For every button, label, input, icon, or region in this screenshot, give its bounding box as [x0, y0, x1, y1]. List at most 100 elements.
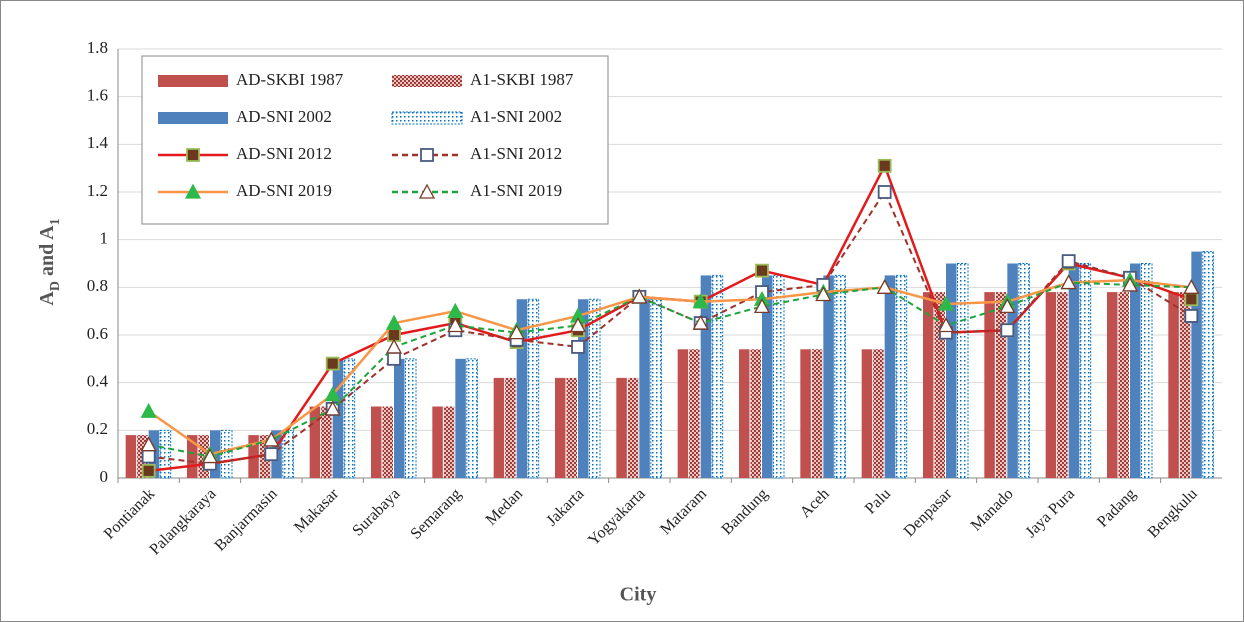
marker [877, 158, 892, 173]
bar [566, 377, 577, 478]
bar [187, 435, 198, 478]
marker [140, 402, 157, 418]
bar [578, 299, 589, 478]
y-tick-label: 1.6 [87, 86, 108, 105]
marker [186, 148, 200, 162]
bar [432, 406, 443, 478]
bar [834, 274, 846, 479]
y-tick-label: 1.8 [87, 38, 108, 57]
bar [332, 358, 344, 478]
bar [1068, 263, 1080, 478]
bar [762, 275, 773, 478]
marker [1183, 278, 1200, 294]
marker [418, 183, 436, 199]
marker [385, 338, 403, 354]
marker [141, 449, 156, 464]
bar [382, 406, 393, 478]
bar [677, 349, 689, 478]
bar [1079, 263, 1092, 479]
bar [800, 349, 811, 478]
marker [877, 185, 892, 199]
bar [934, 292, 945, 478]
y-tick-label: 0.4 [87, 372, 109, 391]
bar [309, 406, 321, 478]
bar [455, 358, 466, 478]
marker [1061, 254, 1076, 269]
bar [739, 349, 750, 478]
bar [957, 263, 969, 479]
line [148, 281, 1192, 458]
legend: AD-SKBI 1987 A1-SKBI 1987 AD-SNI 2002 A1-SN… [141, 55, 609, 225]
line [147, 278, 1192, 456]
marker [1184, 309, 1199, 323]
bar [616, 377, 627, 478]
y-tick-label: 1.4 [87, 133, 109, 152]
marker [184, 183, 202, 199]
bar [811, 349, 823, 478]
legend-swatch [158, 75, 228, 87]
bar [527, 298, 540, 479]
legend-swatch [158, 112, 228, 124]
bar [282, 429, 294, 479]
y-tick-label: 0.6 [87, 324, 108, 343]
bar [493, 377, 505, 478]
legend-label: AD-SNI 2012 [236, 144, 332, 163]
bar [466, 358, 478, 479]
y-tick-label: 0.8 [87, 276, 108, 295]
legend-swatch [392, 75, 462, 87]
bar [1045, 292, 1057, 478]
y-label-part: and A [36, 225, 58, 281]
marker [1121, 276, 1139, 292]
marker [385, 314, 403, 330]
bar [125, 435, 137, 478]
marker [140, 436, 157, 452]
marker [937, 317, 955, 333]
legend-label: AD-SNI 2002 [236, 107, 332, 126]
y-axis-title: AD and A1 [36, 218, 63, 305]
bar [589, 298, 601, 479]
marker [569, 317, 587, 333]
bar [627, 377, 639, 478]
bar [1202, 251, 1214, 479]
marker [631, 288, 648, 304]
bar [750, 349, 761, 478]
y-tick-label: 0.2 [87, 419, 108, 438]
bar [443, 406, 455, 478]
bar [884, 275, 896, 478]
marker [753, 298, 771, 314]
marker [815, 286, 832, 302]
marker [325, 356, 340, 371]
bar [555, 377, 566, 478]
marker [447, 317, 464, 333]
marker [937, 295, 955, 311]
marker [571, 340, 585, 354]
y-tick-label: 0 [100, 467, 109, 486]
y-label-part: 1 [48, 218, 63, 225]
marker [692, 314, 709, 330]
legend-label: A1-SKBI 1987 [470, 70, 574, 89]
bar [1018, 263, 1030, 479]
bar [873, 349, 884, 478]
bar [689, 349, 700, 478]
legend-label: A1-SNI 2002 [470, 107, 562, 126]
bar [198, 435, 209, 478]
bar [861, 349, 873, 478]
bar [505, 377, 516, 478]
bar [711, 274, 724, 479]
bar [221, 429, 233, 479]
marker [263, 431, 280, 447]
bar [1057, 292, 1068, 478]
legend-label: A1-SNI 2012 [470, 144, 562, 163]
marker [264, 447, 279, 462]
bar [895, 274, 908, 479]
y-label-part: A [36, 291, 58, 306]
marker [420, 148, 434, 162]
y-label-part: D [48, 281, 63, 291]
bar [639, 299, 650, 478]
bar [823, 275, 834, 478]
bar [1118, 292, 1129, 478]
legend-label: AD-SNI 2019 [236, 181, 332, 200]
bar [1141, 263, 1153, 479]
bar [995, 292, 1007, 478]
marker [201, 448, 219, 464]
